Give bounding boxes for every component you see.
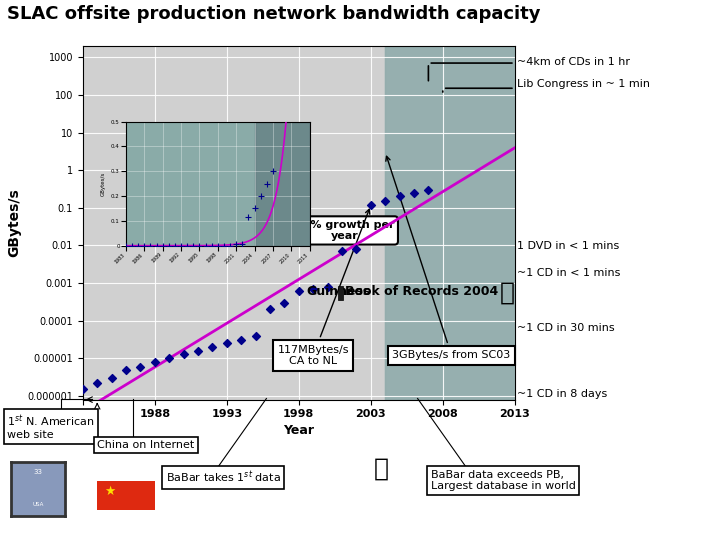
Point — [207, 343, 218, 352]
Point — [106, 374, 117, 382]
Point — [423, 186, 434, 194]
Point — [181, 241, 193, 250]
Text: ~1 CD in < 1 mins: ~1 CD in < 1 mins — [517, 268, 621, 278]
Point — [77, 385, 89, 394]
Point — [127, 241, 138, 250]
Point — [336, 247, 348, 255]
Text: Year: Year — [283, 424, 315, 437]
Point — [230, 240, 242, 248]
Point — [264, 305, 276, 314]
Point — [132, 241, 144, 250]
Y-axis label: GBytes/s: GBytes/s — [101, 172, 105, 195]
Point — [394, 192, 405, 201]
Point — [293, 287, 305, 296]
Point — [139, 241, 150, 250]
Point — [91, 379, 103, 387]
Point — [237, 239, 248, 248]
Point — [200, 241, 212, 250]
Point — [188, 241, 199, 250]
Point — [163, 354, 175, 363]
Bar — [255, 122, 310, 246]
Point — [221, 339, 233, 348]
Text: ~1 CD in 8 days: ~1 CD in 8 days — [517, 389, 607, 399]
Point — [149, 357, 161, 366]
Point — [249, 204, 261, 213]
Point — [120, 366, 132, 374]
Point — [135, 362, 146, 371]
Point — [250, 332, 261, 340]
Point — [145, 241, 156, 250]
Point — [212, 241, 224, 250]
Point — [279, 299, 290, 307]
Text: 🐘: 🐘 — [374, 456, 389, 481]
Text: Lib Congress in ~ 1 min: Lib Congress in ~ 1 min — [517, 79, 650, 89]
Point — [351, 245, 362, 253]
Point — [267, 167, 279, 176]
Text: BaBar takes 1$^{st}$ data: BaBar takes 1$^{st}$ data — [166, 470, 281, 485]
Point — [243, 212, 254, 221]
Point — [307, 285, 319, 293]
Point — [176, 241, 187, 250]
Text: Book of Records 2004: Book of Records 2004 — [345, 285, 498, 298]
Bar — [385, 46, 515, 400]
Point — [151, 241, 163, 250]
Point — [194, 241, 205, 250]
Text: 1$^{st}$ N. American
web site: 1$^{st}$ N. American web site — [7, 413, 95, 440]
Bar — [385, 46, 515, 400]
Point — [365, 201, 377, 210]
Point — [120, 241, 132, 250]
Point — [163, 241, 175, 250]
Text: ★: ★ — [104, 484, 115, 497]
Text: 117MBytes/s
CA to NL: 117MBytes/s CA to NL — [277, 210, 370, 366]
Text: ~1 CD in 30 mins: ~1 CD in 30 mins — [517, 323, 615, 333]
Point — [379, 197, 391, 205]
Point — [178, 350, 189, 359]
Point — [261, 179, 273, 188]
Point — [169, 241, 181, 250]
Point — [235, 336, 247, 345]
Text: Guinness: Guinness — [306, 285, 370, 298]
Text: SLAC offsite production network bandwidth capacity: SLAC offsite production network bandwidt… — [7, 5, 541, 23]
Point — [192, 346, 204, 355]
Point — [218, 241, 230, 250]
Text: USA: USA — [32, 502, 43, 508]
Text: 80% growth per
year: 80% growth per year — [295, 220, 395, 241]
Point — [255, 192, 266, 200]
Bar — [338, 286, 343, 300]
Point — [225, 241, 236, 250]
Point — [322, 282, 333, 291]
Point — [408, 188, 420, 197]
Text: 1 DVD in < 1 mins: 1 DVD in < 1 mins — [517, 241, 619, 251]
Y-axis label: GBytes/s: GBytes/s — [8, 188, 22, 257]
Point — [206, 241, 217, 250]
Text: BaBar data exceeds PB,
Largest database in world: BaBar data exceeds PB, Largest database … — [431, 470, 575, 491]
Text: 🎞: 🎞 — [500, 281, 515, 305]
Text: 3GBytes/s from SC03: 3GBytes/s from SC03 — [386, 156, 510, 360]
Text: 33: 33 — [33, 469, 42, 476]
Text: China on Internet: China on Internet — [97, 440, 194, 450]
Point — [157, 241, 168, 250]
Text: ~4km of CDs in 1 hr: ~4km of CDs in 1 hr — [517, 57, 630, 67]
